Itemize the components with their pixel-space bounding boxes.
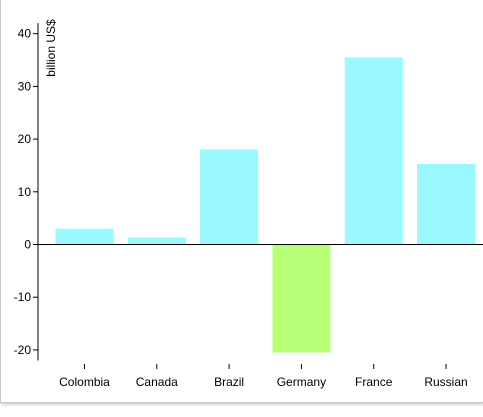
x-tick-label: France xyxy=(355,375,393,389)
bar-chart: -20 -10 0 10 20 30 40 billion US$ Colombia Cana… xyxy=(14,19,483,389)
bar-colombia xyxy=(55,228,114,245)
bars xyxy=(55,57,475,353)
x-axis: Colombia Canada Brazil Germany France Russian xyxy=(59,364,468,389)
bar-france xyxy=(344,57,403,245)
chart-frame: -20 -10 0 10 20 30 40 billion US$ Colombia Cana… xyxy=(0,0,483,403)
x-tick-label: Russian xyxy=(424,375,467,389)
bar-germany xyxy=(272,244,331,353)
y-tick-label: -20 xyxy=(14,343,32,357)
bar-russian xyxy=(417,163,475,245)
x-tick-label: Canada xyxy=(136,375,178,389)
y-axis: -20 -10 0 10 20 30 40 xyxy=(14,23,39,361)
x-tick-label: Colombia xyxy=(59,375,110,389)
y-tick-label: 0 xyxy=(24,238,31,252)
y-tick-label: -10 xyxy=(14,290,32,304)
x-tick-label: Germany xyxy=(277,375,326,389)
y-tick-label: 20 xyxy=(18,132,32,146)
y-tick-label: 10 xyxy=(18,185,32,199)
bar-canada xyxy=(127,237,186,245)
x-tick-label: Brazil xyxy=(214,375,244,389)
y-tick-label: 40 xyxy=(18,27,32,41)
bar-brazil xyxy=(200,149,259,245)
y-axis-label: billion US$ xyxy=(44,19,58,77)
y-tick-label: 30 xyxy=(18,79,32,93)
